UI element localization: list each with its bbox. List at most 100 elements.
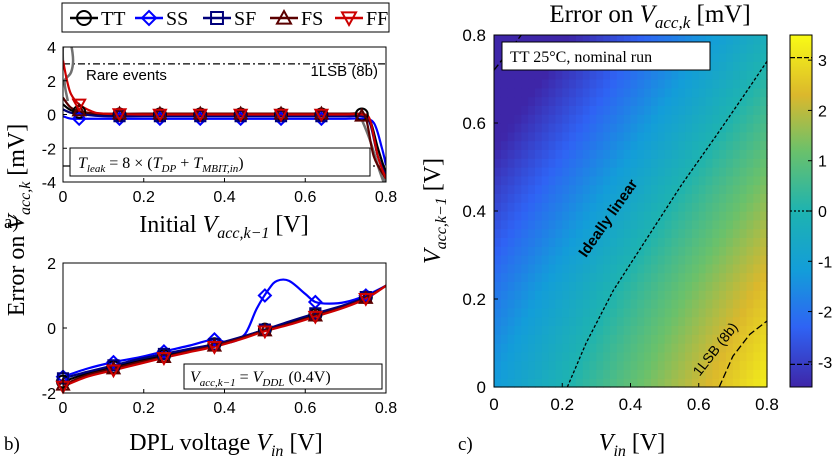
heatmap-cell <box>644 307 652 318</box>
heatmap-cell <box>664 343 673 353</box>
heatmap-cell <box>739 123 748 133</box>
heatmap-cell <box>671 131 679 142</box>
heatmap-cell <box>746 114 754 124</box>
heatmap-cell <box>691 263 700 274</box>
heatmap-cell <box>494 140 502 150</box>
heatmap-cell <box>507 211 516 221</box>
heatmap-cell <box>548 131 557 142</box>
heatmap-cell <box>528 246 536 256</box>
heatmap-cell <box>712 193 720 203</box>
legend-marker-tt <box>76 10 92 26</box>
heatmap-cell <box>650 167 659 177</box>
heatmap-cell <box>623 87 632 98</box>
heatmap-cell <box>685 360 693 370</box>
heatmap-cell <box>671 290 679 300</box>
heatmap-cell <box>732 316 741 326</box>
panel-c-label: c) <box>458 434 473 455</box>
heatmap-cell <box>685 281 693 291</box>
heatmap-cell <box>678 167 686 177</box>
nominal-run-box <box>501 41 711 71</box>
heatmap-cell <box>739 290 748 300</box>
heatmap-cell <box>726 255 734 265</box>
heatmap-cell <box>623 114 632 124</box>
heatmap-cell <box>719 158 727 168</box>
heatmap-cell <box>555 272 563 282</box>
heatmap-cell <box>691 316 700 326</box>
heatmap-cell <box>507 237 516 247</box>
heatmap-cell <box>582 131 591 142</box>
heatmap-cell <box>630 360 638 370</box>
heatmap-cell <box>603 246 611 256</box>
heatmap-cell <box>732 219 741 230</box>
heatmap-cell <box>562 202 570 212</box>
heatmap-cell <box>698 96 707 106</box>
heatmap-cell <box>691 351 700 362</box>
heatmap-cell <box>575 131 584 142</box>
heatmap-cell <box>541 351 550 362</box>
heatmap-cell <box>726 316 734 326</box>
heatmap-cell <box>603 263 611 274</box>
heatmap-cell <box>650 149 659 159</box>
heatmap-cell <box>644 360 652 370</box>
heatmap-cell <box>562 35 570 45</box>
heatmap-cell <box>582 281 591 291</box>
heatmap-cell <box>610 131 618 142</box>
heatmap-cell <box>494 290 502 300</box>
heatmap-cell <box>760 35 768 45</box>
heatmap-cell <box>732 184 741 194</box>
heatmap-cell <box>630 202 638 212</box>
heatmap-cell <box>541 290 550 300</box>
heatmap-cell <box>575 105 584 115</box>
heatmap-cell <box>739 202 748 212</box>
heatmap-cell <box>644 299 652 309</box>
series-marker-ff <box>358 292 374 307</box>
heatmap-cell <box>712 369 720 379</box>
heatmap-cell <box>691 70 700 80</box>
heatmap-cell <box>739 360 748 370</box>
heatmap-cell <box>650 105 659 115</box>
heatmap-cell <box>623 307 632 318</box>
heatmap-cell <box>678 96 686 106</box>
heatmap-cell <box>596 325 604 335</box>
heatmap-cell <box>637 281 645 291</box>
ytick-label: 0 <box>477 378 486 397</box>
heatmap-cell <box>698 193 707 203</box>
heatmap-cell <box>644 334 652 344</box>
heatmap-cell <box>650 131 659 142</box>
heatmap-cell <box>521 184 529 194</box>
heatmap-cell <box>494 105 502 115</box>
heatmap-cell <box>637 175 645 186</box>
heatmap-cell <box>664 325 673 335</box>
heatmap-cell <box>630 325 638 335</box>
heatmap-cell <box>494 149 502 159</box>
heatmap-cell <box>678 105 686 115</box>
heatmap-cell <box>596 299 604 309</box>
heatmap-cell <box>555 105 563 115</box>
heatmap-cell <box>664 140 673 150</box>
heatmap-cell <box>719 193 727 203</box>
heatmap-cell <box>650 219 659 230</box>
heatmap-cell <box>494 237 502 247</box>
heatmap-cell <box>589 167 597 177</box>
heatmap-cell <box>644 369 652 379</box>
heatmap-cell <box>521 316 529 326</box>
heatmap-cell <box>637 70 645 80</box>
heatmap-cell <box>555 184 563 194</box>
heatmap-cell <box>685 325 693 335</box>
heatmap-cell <box>678 263 686 274</box>
heatmap-cell <box>521 369 529 379</box>
heatmap-cell <box>644 290 652 300</box>
vacc-lhs: V <box>190 369 202 386</box>
heatmap-cell <box>555 316 563 326</box>
heatmap-cell <box>494 360 502 370</box>
ytick-label: 0.2 <box>462 290 486 309</box>
heatmap-cell <box>719 378 727 388</box>
heatmap <box>494 35 768 388</box>
heatmap-cell <box>603 237 611 247</box>
heatmap-cell <box>494 193 502 203</box>
heatmap-cell <box>596 237 604 247</box>
panel-c-title: Error on Vacc,k [mV] <box>549 1 750 32</box>
heatmap-cell <box>685 343 693 353</box>
heatmap-cell <box>548 325 557 335</box>
panel-c-title-sub: acc,k <box>655 13 691 32</box>
